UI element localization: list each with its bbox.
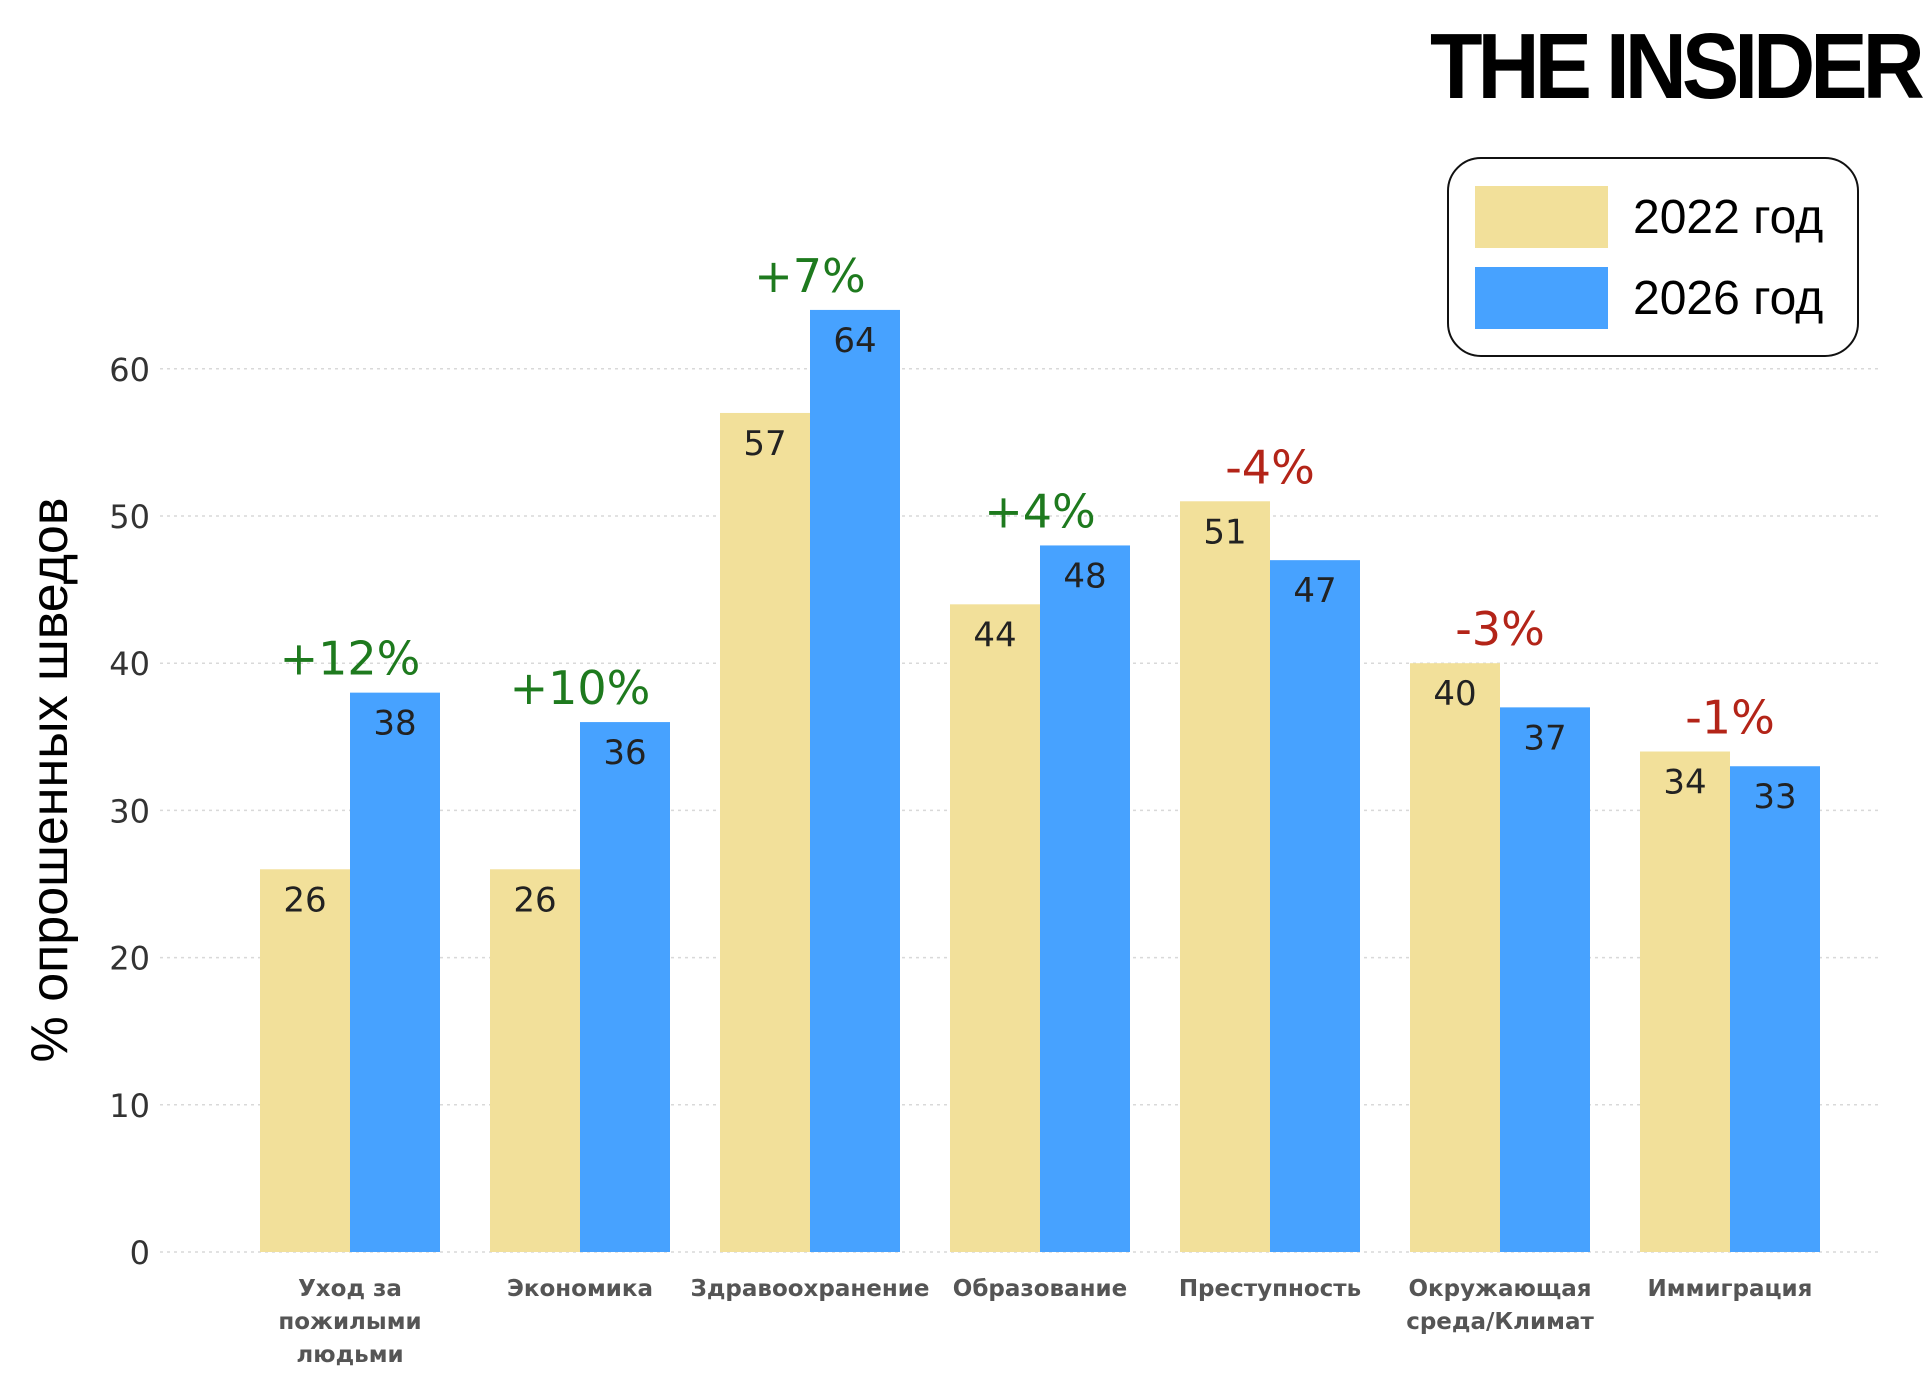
value-label-0-0: 26 bbox=[283, 880, 326, 920]
y-tick-label-40: 40 bbox=[109, 645, 150, 683]
x-tick-label-3-0: Образование bbox=[953, 1276, 1127, 1302]
x-axis-labels: Уход за пожилыми людьми Экономика Здравоохра… bbox=[278, 1276, 1812, 1368]
bar-0-4 bbox=[1180, 501, 1270, 1252]
value-label-0-2: 57 bbox=[743, 424, 786, 464]
value-label-0-5: 40 bbox=[1433, 674, 1476, 714]
bar-0-2 bbox=[720, 412, 810, 1253]
change-label-1: +10% bbox=[510, 661, 651, 715]
legend-swatch-2022 bbox=[1475, 186, 1608, 248]
value-label-1-1: 36 bbox=[603, 733, 646, 773]
value-label-0-4: 51 bbox=[1203, 512, 1246, 552]
bar-0-1 bbox=[490, 869, 580, 1252]
value-label-1-0: 38 bbox=[373, 704, 416, 744]
value-labels: 26 38 26 36 57 64 44 48 51 47 40 37 34 33 bbox=[283, 321, 1796, 920]
bar-0-0 bbox=[260, 869, 350, 1252]
value-label-1-5: 37 bbox=[1523, 718, 1566, 758]
change-label-2: +7% bbox=[754, 249, 866, 303]
legend-item-2026: 2026 год bbox=[1475, 267, 1823, 329]
y-tick-label-60: 60 bbox=[109, 351, 150, 389]
bar-1-6 bbox=[1730, 766, 1820, 1252]
value-label-1-6: 33 bbox=[1753, 777, 1796, 817]
legend: 2022 год 2026 год bbox=[1447, 157, 1859, 357]
value-label-0-3: 44 bbox=[973, 615, 1016, 655]
bar-0-6 bbox=[1640, 751, 1730, 1252]
bar-1-4 bbox=[1270, 560, 1360, 1252]
y-tick-label-30: 30 bbox=[109, 792, 150, 830]
legend-item-2022: 2022 год bbox=[1475, 186, 1823, 248]
y-tick-label-50: 50 bbox=[109, 498, 150, 536]
x-tick-label-0-1: пожилыми bbox=[278, 1309, 421, 1335]
bar-0-3 bbox=[950, 604, 1040, 1252]
legend-swatch-2026 bbox=[1475, 267, 1608, 329]
x-tick-label-0-0: Уход за bbox=[298, 1276, 402, 1302]
y-axis-label: % опрошенных шведов bbox=[21, 497, 79, 1063]
value-label-0-6: 34 bbox=[1663, 763, 1706, 803]
y-tick-label-0: 0 bbox=[130, 1234, 150, 1272]
brand-logo: THE INSIDER bbox=[1430, 14, 1925, 119]
value-label-0-1: 26 bbox=[513, 880, 556, 920]
x-tick-label-0-2: людьми bbox=[296, 1342, 403, 1368]
value-label-1-4: 47 bbox=[1293, 571, 1336, 611]
value-label-1-2: 64 bbox=[833, 321, 876, 361]
value-label-1-3: 48 bbox=[1063, 556, 1106, 596]
x-tick-label-1-0: Экономика bbox=[507, 1276, 653, 1302]
bar-0-5 bbox=[1410, 663, 1500, 1252]
legend-label-2026: 2026 год bbox=[1633, 271, 1824, 325]
bar-1-2 bbox=[810, 309, 900, 1252]
bars bbox=[260, 309, 1820, 1253]
bar-1-3 bbox=[1040, 545, 1130, 1252]
change-labels: +12% +10% +7% +4% -4% -3% -1% bbox=[280, 249, 1775, 745]
bar-1-1 bbox=[580, 722, 670, 1252]
change-label-4: -4% bbox=[1225, 440, 1315, 494]
y-tick-label-20: 20 bbox=[109, 940, 150, 978]
change-label-3: +4% bbox=[984, 484, 1096, 538]
x-tick-label-6-0: Иммиграция bbox=[1648, 1276, 1813, 1302]
x-tick-label-5-0: Окружающая bbox=[1408, 1276, 1591, 1302]
legend-label-2022: 2022 год bbox=[1633, 190, 1824, 244]
bar-1-0 bbox=[350, 692, 440, 1252]
y-axis-ticks: 0 10 20 30 40 50 60 bbox=[109, 351, 150, 1272]
change-label-0: +12% bbox=[280, 632, 421, 686]
change-label-6: -1% bbox=[1685, 691, 1775, 745]
x-tick-label-4-0: Преступность bbox=[1179, 1276, 1361, 1302]
x-tick-label-2-0: Здравоохранение bbox=[691, 1276, 930, 1302]
change-label-5: -3% bbox=[1455, 602, 1545, 656]
x-tick-label-5-1: среда/Климат bbox=[1406, 1309, 1594, 1335]
y-tick-label-10: 10 bbox=[109, 1087, 150, 1125]
bar-1-5 bbox=[1500, 707, 1590, 1252]
